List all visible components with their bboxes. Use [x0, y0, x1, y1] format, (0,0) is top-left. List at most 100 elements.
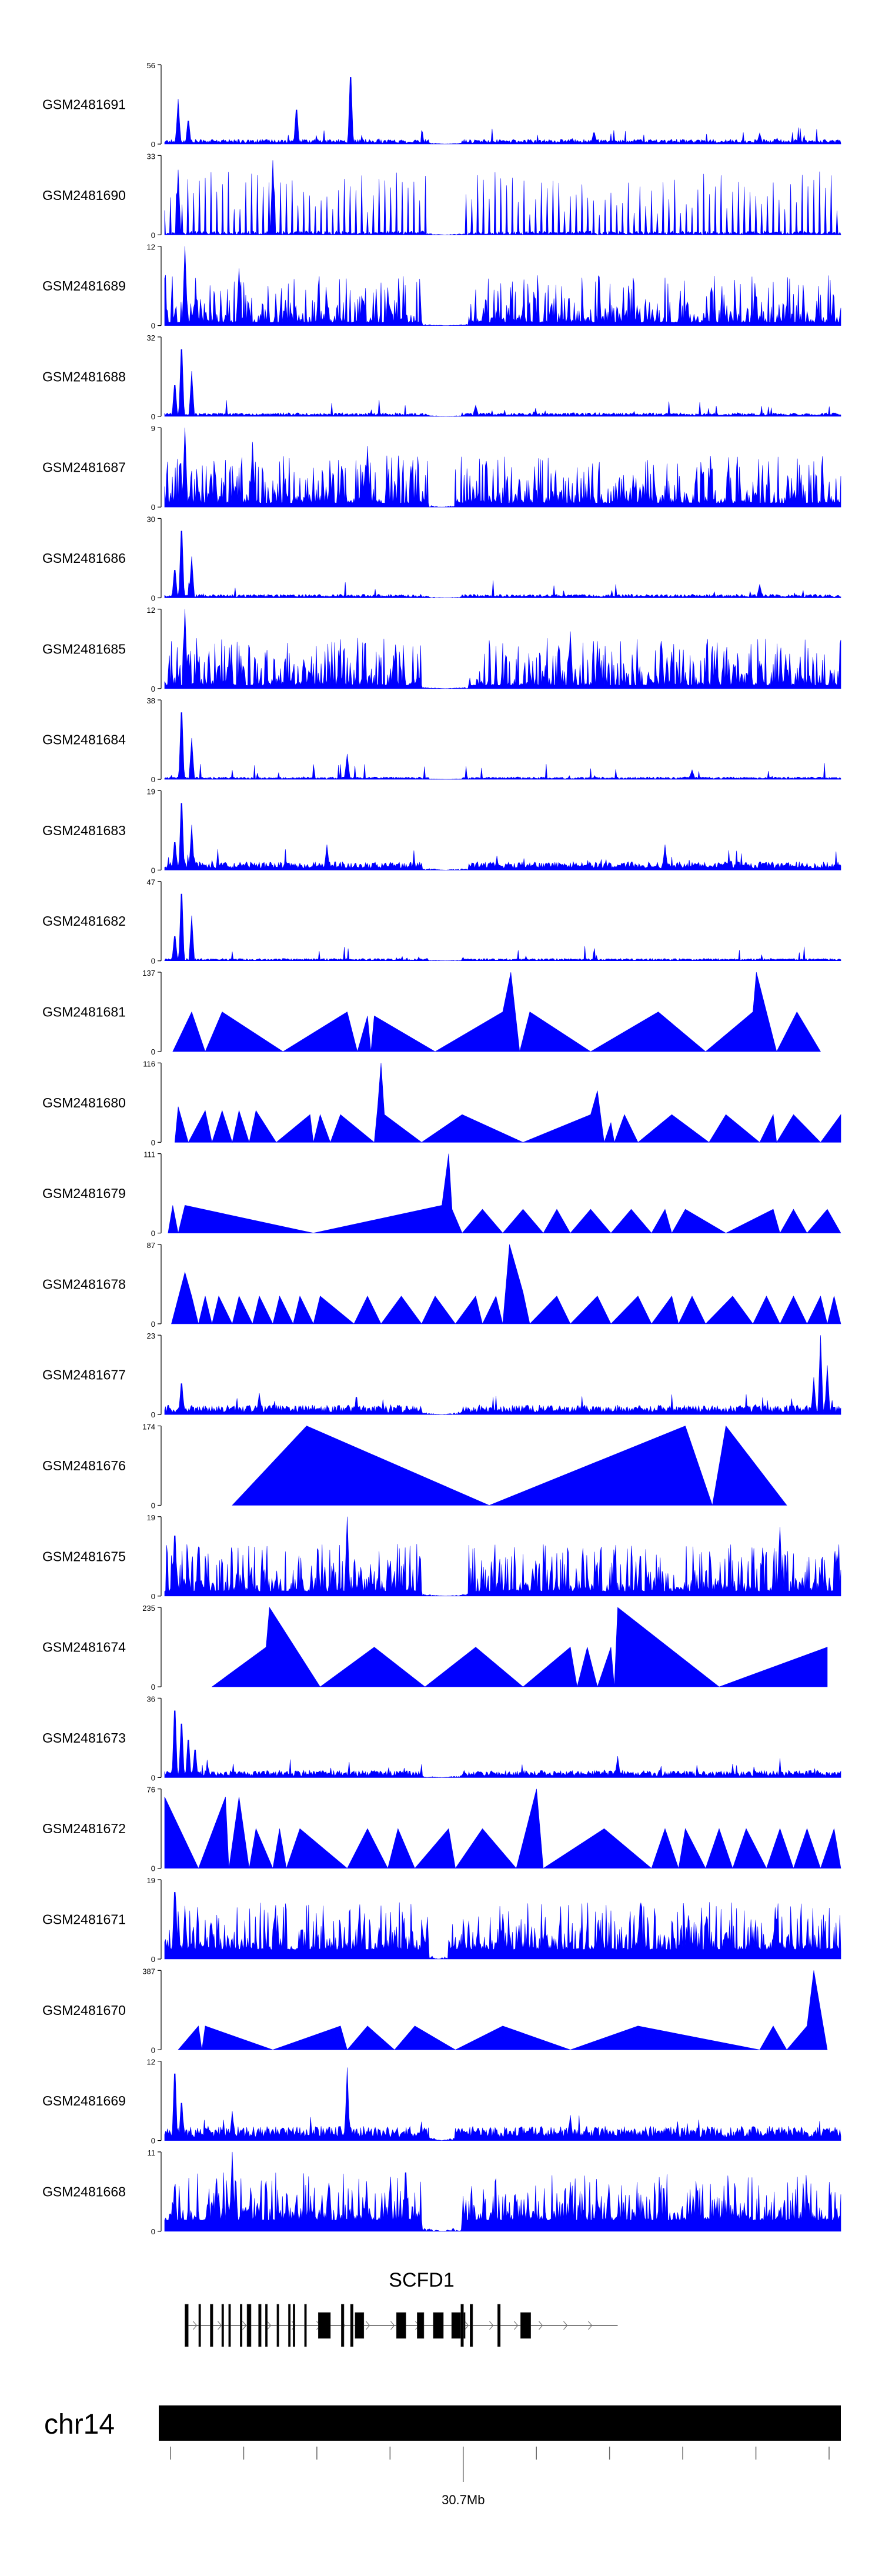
gene-exon: [396, 2312, 406, 2339]
track-name: GSM2481680: [42, 1095, 126, 1110]
track-GSM2481672: GSM2481672 76 0: [42, 1786, 841, 1873]
track-y-max-label: 111: [143, 1150, 155, 1159]
track-y-min-label: 0: [151, 503, 155, 512]
gene-exon: [520, 2312, 531, 2339]
strand-arrow: [489, 2321, 494, 2330]
track-y-max-label: 12: [147, 606, 155, 615]
track-name: GSM2481679: [42, 1186, 126, 1201]
track-name: GSM2481685: [42, 641, 126, 656]
track-name: GSM2481672: [42, 1821, 126, 1836]
track-y-min-label: 0: [151, 1138, 155, 1147]
track-coverage-area: [164, 712, 841, 780]
track-y-max-label: 387: [142, 1967, 155, 1976]
track-y-min-label: 0: [151, 1229, 155, 1238]
track-y-min-label: 0: [151, 2137, 155, 2145]
track-name: GSM2481668: [42, 2184, 126, 2199]
chromosome-label: chr14: [44, 2409, 115, 2440]
track-y-min-label: 0: [151, 866, 155, 875]
gene-exon: [198, 2304, 201, 2347]
track-GSM2481676: GSM2481676 174 0: [42, 1423, 787, 1510]
track-name: GSM2481682: [42, 913, 126, 929]
strand-arrow: [193, 2321, 198, 2330]
chromosome-ticks: [170, 2447, 830, 2482]
chromosome-bar: [159, 2405, 841, 2441]
gene-exon: [258, 2304, 262, 2347]
track-GSM2481678: GSM2481678 87 0: [42, 1241, 841, 1329]
track-GSM2481685: GSM2481685 12 0: [42, 606, 841, 693]
track-coverage-area: [164, 2067, 841, 2141]
track-y-max-label: 12: [147, 243, 155, 252]
track-coverage-area: [164, 246, 841, 326]
track-coverage-area: [164, 349, 841, 417]
track-coverage-area: [171, 1244, 841, 1324]
track-coverage-area: [174, 1063, 841, 1143]
track-GSM2481691: GSM2481691 56 0: [42, 61, 841, 149]
track-y-max-label: 12: [147, 2058, 155, 2067]
track-coverage-area: [164, 530, 841, 598]
track-GSM2481686: GSM2481686 30 0: [42, 515, 841, 603]
strand-arrow: [563, 2321, 568, 2330]
gene-exon: [318, 2312, 331, 2339]
track-y-max-label: 19: [147, 787, 155, 796]
gene-exon: [292, 2304, 296, 2347]
track-GSM2481668: GSM2481668 11 0: [42, 2148, 841, 2236]
track-name: GSM2481683: [42, 823, 126, 838]
chromosome-position-label: 30.7Mb: [442, 2492, 485, 2507]
track-y-max-label: 87: [147, 1241, 155, 1250]
track-GSM2481674: GSM2481674 235 0: [42, 1604, 828, 1691]
track-y-min-label: 0: [151, 775, 155, 784]
track-GSM2481688: GSM2481688 32 0: [42, 333, 841, 421]
track-GSM2481675: GSM2481675 19 0: [42, 1513, 841, 1601]
gene-exon: [304, 2304, 307, 2347]
track-GSM2481680: GSM2481680 116 0: [42, 1059, 841, 1147]
gene-exon: [276, 2304, 279, 2347]
track-y-min-label: 0: [151, 231, 155, 239]
track-coverage-area: [178, 1970, 828, 2050]
strand-arrow: [390, 2321, 395, 2330]
track-y-min-label: 0: [151, 322, 155, 331]
track-coverage-area: [164, 1710, 841, 1778]
track-name: GSM2481687: [42, 460, 126, 475]
track-y-min-label: 0: [151, 1320, 155, 1329]
track-y-max-label: 30: [147, 515, 155, 524]
gene-exon: [460, 2304, 464, 2347]
gene-exon: [417, 2312, 425, 2339]
track-y-min-label: 0: [151, 1047, 155, 1056]
track-name: GSM2481670: [42, 2003, 126, 2018]
gene-exon: [350, 2304, 353, 2347]
track-y-max-label: 235: [142, 1604, 155, 1613]
track-y-min-label: 0: [151, 1683, 155, 1691]
gene-exon: [240, 2304, 243, 2347]
track-name: GSM2481691: [42, 97, 126, 112]
track-y-max-label: 36: [147, 1694, 155, 1703]
track-name: GSM2481681: [42, 1005, 126, 1020]
track-y-min-label: 0: [151, 412, 155, 421]
track-y-max-label: 47: [147, 878, 155, 887]
track-GSM2481690: GSM2481690 33 0: [42, 152, 841, 239]
track-coverage-area: [168, 1153, 841, 1234]
track-y-min-label: 0: [151, 1592, 155, 1601]
track-y-max-label: 19: [147, 1513, 155, 1522]
gene-exon: [497, 2304, 501, 2347]
track-y-max-label: 174: [142, 1423, 155, 1432]
track-y-max-label: 11: [148, 2148, 156, 2157]
track-GSM2481682: GSM2481682 47 0: [42, 878, 841, 966]
track-coverage-area: [164, 1892, 841, 1960]
strand-arrow: [539, 2321, 543, 2330]
gene-exon: [433, 2312, 444, 2339]
track-y-max-label: 116: [143, 1059, 155, 1068]
gene-exon: [341, 2304, 345, 2347]
track-coverage-area: [172, 972, 821, 1053]
track-GSM2481670: GSM2481670 387 0: [42, 1967, 828, 2054]
track-name: GSM2481676: [42, 1458, 126, 1473]
track-y-min-label: 0: [151, 140, 155, 149]
track-y-max-label: 23: [147, 1332, 155, 1340]
track-name: GSM2481674: [42, 1640, 126, 1655]
gene-exon: [265, 2304, 268, 2347]
track-y-max-label: 9: [151, 424, 155, 433]
track-GSM2481681: GSM2481681 137 0: [42, 969, 821, 1056]
strand-arrow: [242, 2321, 247, 2330]
coverage-tracks: GSM2481691560GSM2481690330GSM2481689120G…: [42, 61, 841, 2236]
track-y-min-label: 0: [151, 1864, 155, 1873]
